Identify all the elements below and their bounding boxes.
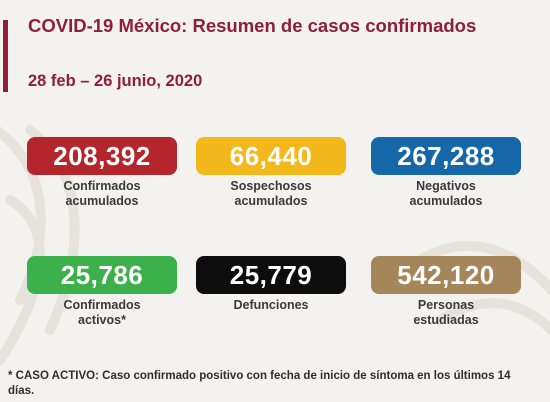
stat-label-line: Negativos — [416, 179, 476, 193]
stat-label-line: acumulados — [234, 194, 308, 208]
stat-label-line: Sospechosos — [230, 179, 312, 193]
stat-label-line: estudiadas — [413, 313, 479, 327]
stat-card-activos: 25,786 Confirmados activos* — [27, 256, 177, 328]
stat-label-line: Confirmados — [63, 179, 141, 193]
stat-value-activos: 25,786 — [27, 256, 177, 294]
accent-bar — [3, 20, 8, 92]
stat-value-confirmados: 208,392 — [27, 137, 177, 175]
stat-value-sospechosos: 66,440 — [196, 137, 346, 175]
stat-card-defunciones: 25,779 Defunciones — [196, 256, 346, 313]
page-title: COVID-19 México: Resumen de casos confir… — [28, 15, 477, 36]
stat-label-defunciones: Defunciones — [196, 298, 346, 313]
stat-value-estudiadas: 542,120 — [371, 256, 521, 294]
stat-value-defunciones: 25,779 — [196, 256, 346, 294]
stat-label-sospechosos: Sospechosos acumulados — [196, 179, 346, 209]
stat-card-negativos: 267,288 Negativos acumulados — [371, 137, 521, 209]
stat-card-confirmados: 208,392 Confirmados acumulados — [27, 137, 177, 209]
stat-label-estudiadas: Personas estudiadas — [371, 298, 521, 328]
stat-label-line: Confirmados — [63, 298, 141, 312]
stat-value-negativos: 267,288 — [371, 137, 521, 175]
date-range: 28 feb – 26 junio, 2020 — [28, 72, 203, 90]
stat-label-line: acumulados — [409, 194, 483, 208]
stat-label-activos: Confirmados activos* — [27, 298, 177, 328]
stat-label-negativos: Negativos acumulados — [371, 179, 521, 209]
stat-label-line: Personas — [417, 298, 475, 312]
stat-label-line: Defunciones — [233, 298, 309, 312]
stat-card-estudiadas: 542,120 Personas estudiadas — [371, 256, 521, 328]
stat-card-sospechosos: 66,440 Sospechosos acumulados — [196, 137, 346, 209]
stat-label-line: acumulados — [65, 194, 139, 208]
stat-label-confirmados: Confirmados acumulados — [27, 179, 177, 209]
stat-label-line: activos* — [78, 313, 126, 327]
footnote: * CASO ACTIVO: Caso confirmado positivo … — [8, 370, 511, 397]
